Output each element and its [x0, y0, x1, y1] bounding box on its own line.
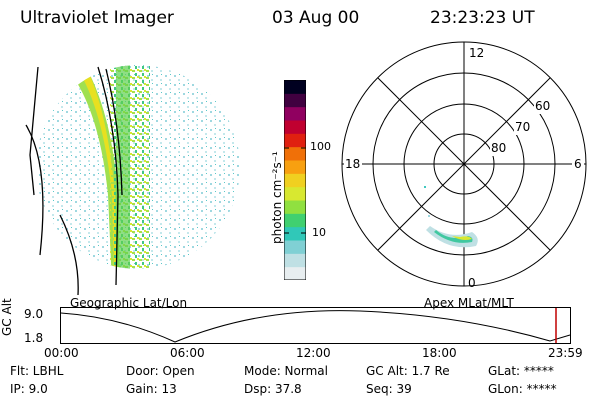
- seq-info: Seq: 39: [366, 382, 412, 396]
- colorbar-band: [284, 253, 306, 268]
- colorbar-band: [284, 186, 306, 201]
- geo-panel-label: Geographic Lat/Lon: [70, 296, 188, 310]
- lat-80-label: 80: [491, 141, 506, 155]
- time-tick-4: 23:59: [548, 346, 583, 360]
- mlt-6-label: 6: [574, 157, 582, 171]
- colorbar-band: [284, 120, 306, 134]
- time-tick-3: 18:00: [422, 346, 457, 360]
- mlt-12-label: 12: [469, 46, 484, 60]
- dsp-info: Dsp: 37.8: [244, 382, 302, 396]
- mlt-18-label: 18: [345, 157, 360, 171]
- lat-70-label: 70: [515, 120, 530, 134]
- colorbar-band: [284, 240, 306, 254]
- ip-info: IP: 9.0: [10, 382, 48, 396]
- instrument-title: Ultraviolet Imager: [20, 8, 174, 28]
- time-tick-1: 06:00: [170, 346, 205, 360]
- colorbar-band: [284, 133, 306, 148]
- geographic-image: [25, 65, 240, 296]
- filter-info: Flt: LBHL: [10, 364, 64, 378]
- polar-plot-label: Apex MLat/MLT: [424, 296, 514, 310]
- gain-info: Gain: 13: [126, 382, 177, 396]
- polar-plot: 12 18 6 0 60 70 80: [341, 41, 587, 290]
- timeline-ylabel: GC Alt: [0, 298, 14, 336]
- auroral-image: [36, 65, 240, 269]
- timeline-plot: [60, 307, 571, 344]
- mode-info: Mode: Normal: [244, 364, 328, 378]
- colorbar-tick-10: 10: [312, 226, 326, 239]
- colorbar-band: [284, 80, 306, 94]
- colorbar-band: [284, 213, 306, 228]
- colorbar-band: [284, 266, 306, 280]
- mlt-0-label: 0: [468, 276, 476, 290]
- colorbar: [284, 80, 306, 280]
- colorbar-unit-label: photon cm⁻²s⁻¹: [270, 151, 284, 244]
- colorbar-band: [284, 93, 306, 108]
- colorbar-band: [284, 200, 306, 214]
- door-info: Door: Open: [126, 364, 195, 378]
- glon-info: GLon: *****: [488, 382, 557, 396]
- lat-60-label: 60: [535, 99, 550, 113]
- polar-auroral-oval: [424, 186, 478, 248]
- timeline-ymin: 1.8: [24, 331, 44, 345]
- gc-alt-info: GC Alt: 1.7 Re: [366, 364, 450, 378]
- colorbar-band: [284, 106, 306, 121]
- date-label: 03 Aug 00: [272, 8, 360, 28]
- colorbar-band: [284, 226, 306, 241]
- timeline-ymax: 9.0: [24, 307, 44, 321]
- colorbar-tick-100: 100: [310, 140, 331, 153]
- time-label: 23:23:23 UT: [430, 8, 535, 28]
- time-tick-2: 12:00: [296, 346, 331, 360]
- coastlines: [25, 66, 123, 296]
- glat-info: GLat: *****: [488, 364, 554, 378]
- colorbar-band: [284, 160, 306, 174]
- colorbar-band: [284, 146, 306, 161]
- time-tick-0: 00:00: [44, 346, 79, 360]
- colorbar-band: [284, 173, 306, 188]
